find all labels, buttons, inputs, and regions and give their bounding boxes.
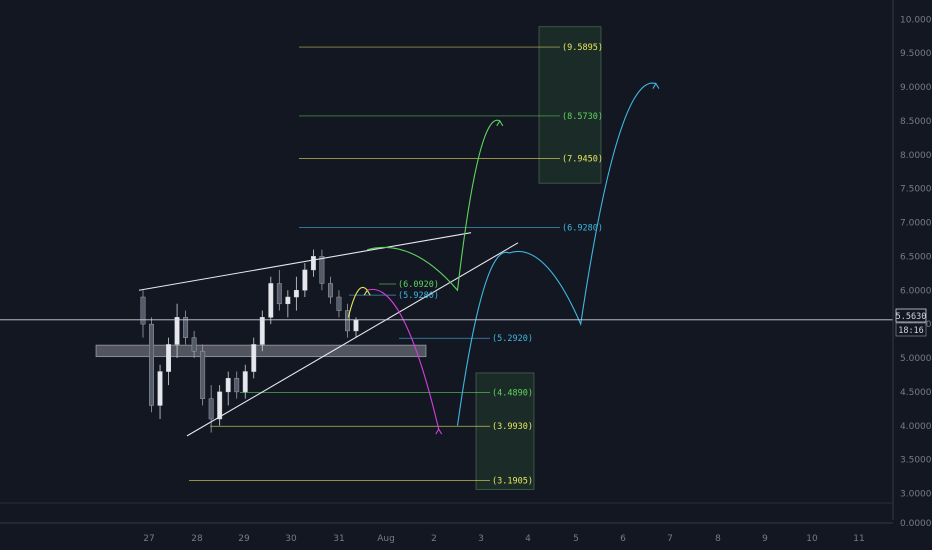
candle-body [191, 337, 197, 352]
x-tick-label: 2 [431, 534, 437, 544]
sub-pane-tick: 0.0000 [900, 519, 932, 529]
x-tick-label: 5 [573, 534, 579, 544]
fib-level-label: (4.4890) [492, 389, 533, 399]
arc-arrowhead [496, 119, 504, 127]
support-zone [95, 344, 427, 358]
x-tick-label: 29 [238, 534, 250, 544]
projection-arc [367, 119, 501, 292]
fib-level-label: (5.9280) [398, 291, 439, 301]
y-tick-label: 7.0000 [900, 219, 932, 229]
x-tick-label: 27 [143, 534, 154, 544]
candle-body [174, 317, 180, 345]
candle-body [149, 323, 154, 406]
fib-level-lines [189, 46, 560, 481]
y-tick-label: 8.5000 [900, 117, 932, 127]
projection-arc [456, 82, 657, 426]
candle-body [166, 344, 172, 372]
candle-body [353, 319, 359, 332]
current-price-label: 5.5630 [896, 312, 927, 322]
candle-body [285, 296, 291, 305]
trendline-lower-support [186, 242, 519, 437]
y-tick-label: 3.0000 [900, 490, 932, 500]
fib-level-labels: (9.5895) (8.5730) (7.9450) (6.9280) (6.0920)… [398, 43, 603, 487]
x-tick-label: 3 [478, 534, 484, 544]
candle-body [251, 344, 257, 372]
y-tick-label: 9.5000 [900, 49, 932, 59]
countdown-label: 18:16 [898, 326, 924, 336]
arc-arrowhead [435, 428, 443, 435]
candle-body [268, 283, 274, 318]
fib-level-label: (7.9450) [562, 154, 603, 164]
y-tick-label: 3.5000 [900, 456, 932, 466]
x-tick-label: 10 [806, 534, 818, 544]
candle-body [200, 350, 206, 399]
arc-arrowhead [652, 82, 660, 89]
y-tick-label: 4.5000 [900, 388, 932, 398]
candle-body [225, 378, 231, 393]
support-zone-band [95, 344, 427, 358]
y-tick-label: 9.0000 [900, 83, 932, 93]
trendline-upper-resistance [138, 232, 472, 291]
candles [140, 249, 359, 433]
fib-level-label: (6.0920) [398, 280, 439, 290]
y-tick-label: 7.5000 [900, 185, 932, 195]
target-zone [538, 26, 602, 184]
candle-body [157, 371, 163, 406]
candle-body [234, 378, 240, 393]
candle-body [140, 296, 146, 325]
x-tick-label: 31 [333, 534, 344, 544]
y-tick-label: 6.0000 [900, 286, 932, 296]
current-price-tag-box [895, 308, 927, 323]
candle-body [302, 269, 308, 291]
x-tick-label: 30 [285, 534, 297, 544]
time-axis[interactable]: 27 28 29 30 31 Aug 2 3 4 5 6 7 8 9 10 11 [143, 534, 864, 544]
y-tick-label: 10.0000 [900, 15, 932, 25]
x-tick-label: Aug [377, 534, 395, 544]
x-tick-label: 9 [762, 534, 768, 544]
price-axis[interactable]: 10.0000 9.5000 9.0000 8.5000 8.0000 7.5000 7.0… [900, 15, 932, 499]
candle-body [183, 317, 189, 338]
y-tick-label: 5.0000 [900, 354, 932, 364]
countdown-box [895, 322, 927, 337]
fib-level-label: (3.1905) [492, 477, 533, 487]
candle-body [242, 371, 248, 393]
trendlines [138, 232, 519, 437]
candle-body [319, 256, 325, 284]
x-tick-label: 28 [191, 534, 203, 544]
x-tick-label: 11 [853, 534, 864, 544]
projection-arc [367, 288, 440, 430]
fib-level-label: (9.5895) [562, 43, 603, 53]
y-tick-label: 6.5000 [900, 252, 932, 262]
x-tick-label: 4 [525, 534, 531, 544]
candle-body [310, 256, 316, 271]
candle-body [336, 296, 342, 311]
candle-body [293, 290, 299, 298]
projection-arcs [347, 82, 660, 435]
candle-body [345, 310, 350, 332]
candle-body [259, 317, 265, 345]
x-tick-label: 6 [620, 534, 626, 544]
fib-level-label: (5.2920) [492, 334, 533, 344]
candle-body [276, 283, 282, 305]
fib-level-label: (8.5730) [562, 112, 603, 122]
candle-body [208, 398, 214, 420]
candle-body [327, 283, 333, 298]
current-price-tag: 5.5630 18:16 [895, 308, 927, 337]
x-tick-label: 7 [667, 534, 673, 544]
y-tick-label: 8.0000 [900, 151, 932, 161]
x-tick-label: 8 [715, 534, 721, 544]
fib-level-label: (6.9280) [562, 223, 603, 233]
y-tick-label: 4.0000 [900, 422, 932, 432]
projection-arc [347, 286, 368, 318]
candle-body [217, 391, 223, 420]
fib-level-label: (3.9930) [492, 422, 533, 432]
